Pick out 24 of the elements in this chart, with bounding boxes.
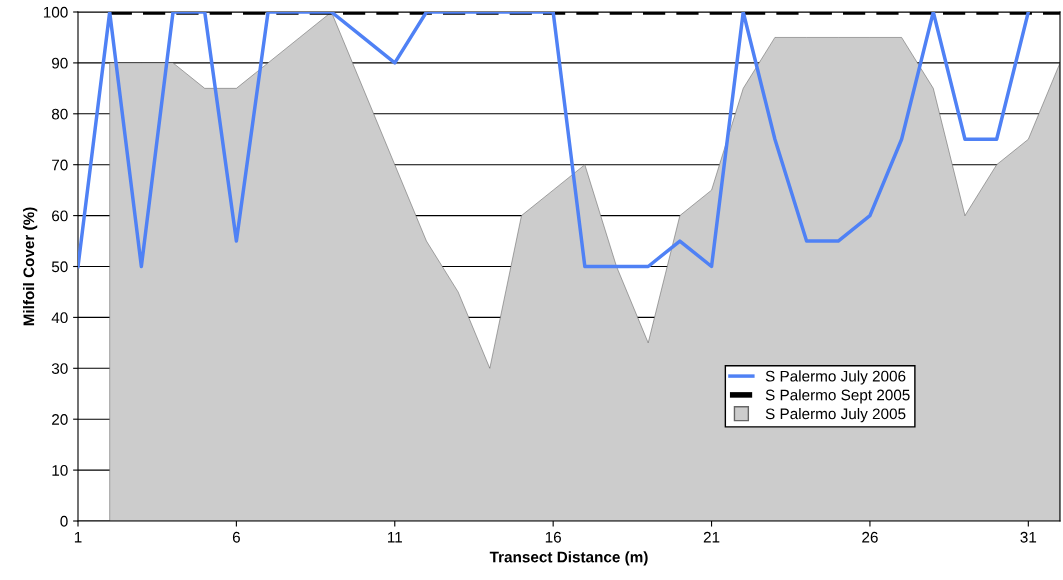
y-tick-label: 80 <box>51 108 68 120</box>
legend-label: S Palermo July 2006 <box>765 370 906 385</box>
y-tick-label: 40 <box>51 312 68 324</box>
y-tick-label: 30 <box>51 363 68 374</box>
x-tick-label: 11 <box>388 531 402 543</box>
y-tick-label: 0 <box>60 515 68 527</box>
x-tick-label: 6 <box>232 531 240 543</box>
x-tick-label: 21 <box>703 531 720 543</box>
line-series <box>78 12 1031 269</box>
x-tick-label: 1 <box>74 531 82 543</box>
y-tick-label: 100 <box>43 6 68 18</box>
y-axis-title: Milfoil Cover (%) <box>22 207 38 326</box>
x-tick-label: 26 <box>862 531 878 543</box>
y-tick-label: 90 <box>52 57 68 69</box>
legend-label: S Palermo Sept 2005 <box>765 389 910 404</box>
y-tick-label: 20 <box>52 414 68 425</box>
y-tick-label: 70 <box>52 159 68 171</box>
x-axis-title: Transect Distance (m) <box>489 551 648 566</box>
x-tick-label: 31 <box>1020 531 1037 543</box>
y-tick-label: 50 <box>51 261 68 273</box>
y-tick-label: 10 <box>52 464 68 476</box>
legend-label: S Palermo July 2005 <box>765 408 906 423</box>
y-tick-label: 60 <box>52 210 68 222</box>
x-tick-label: 16 <box>545 531 561 543</box>
